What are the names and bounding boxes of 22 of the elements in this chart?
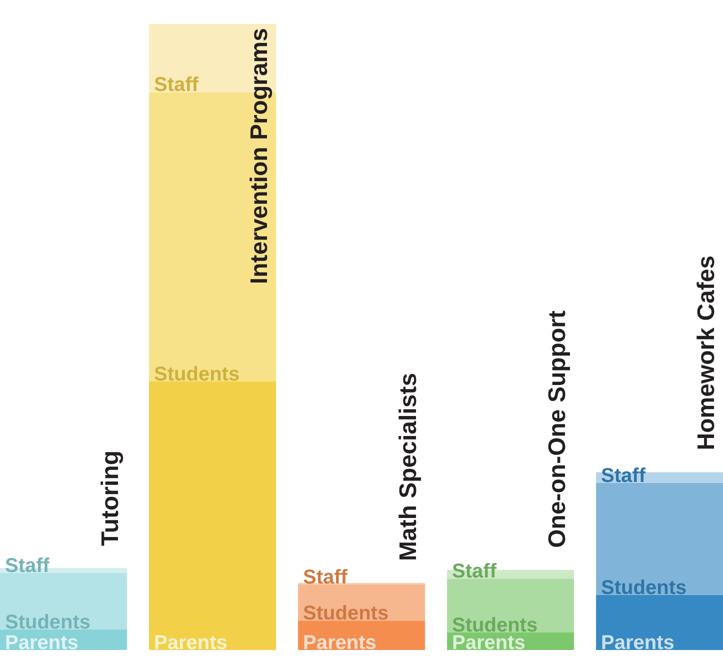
x-tick-label: Intervention Programs	[246, 28, 273, 284]
x-tick-label: Homework Cafes	[693, 255, 720, 450]
text: Parents	[5, 632, 78, 654]
text: Staff	[154, 74, 198, 96]
text: Staff	[303, 566, 348, 588]
bar	[0, 573, 127, 630]
text: Staff	[5, 555, 50, 577]
bar	[447, 578, 574, 632]
text: Students	[601, 576, 687, 599]
bar	[596, 594, 723, 650]
x-tick-label: One-on-One Support	[544, 310, 571, 548]
series-label: Staff	[452, 560, 497, 583]
text: Parents	[303, 632, 376, 654]
text: Parents	[601, 632, 674, 654]
text: Parents	[154, 632, 228, 654]
text: Students	[303, 602, 389, 625]
bar	[596, 482, 723, 595]
series-label: Students	[5, 611, 91, 634]
text: Students	[154, 363, 240, 386]
x-tick-label: Math Specialists	[394, 372, 422, 562]
x-tick-label: Tutoring	[96, 450, 124, 546]
bar	[149, 381, 276, 650]
